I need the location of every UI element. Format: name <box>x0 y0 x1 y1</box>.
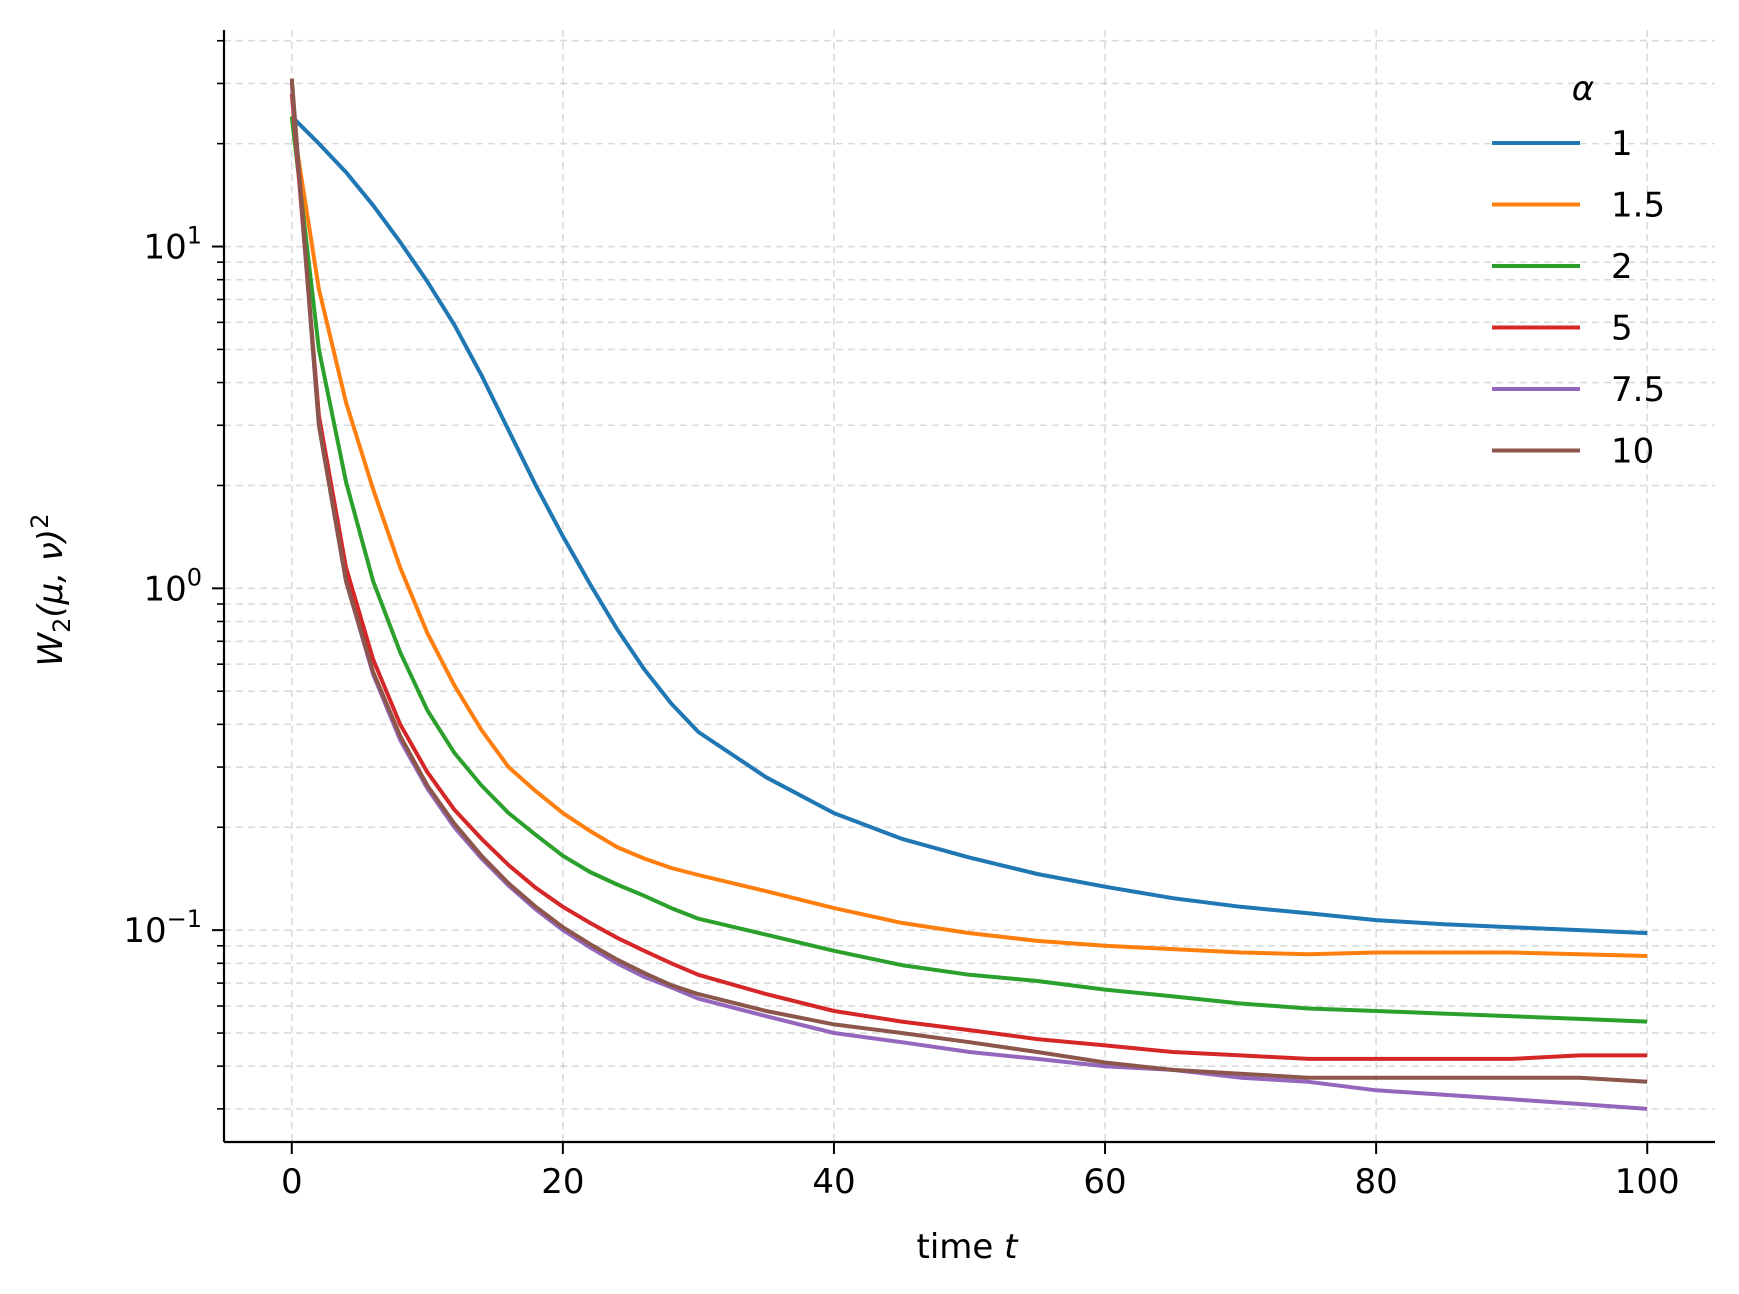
x-tick-label: 60 <box>1083 1162 1126 1202</box>
y-tick-label: 101 <box>143 222 202 268</box>
x-tick-label: 20 <box>541 1162 584 1202</box>
legend-label: 5 <box>1611 309 1633 349</box>
y-ticks: 10−1 100 101 <box>123 39 224 1110</box>
series-line-alpha-1 <box>290 115 1648 936</box>
x-tick-label: 80 <box>1355 1162 1398 1202</box>
x-tick-label: 0 <box>281 1162 303 1202</box>
series-lines <box>289 78 1648 1111</box>
y-tick-label: 100 <box>143 563 202 609</box>
series-line-alpha-5 <box>289 93 1648 1061</box>
legend-label: 1.5 <box>1611 186 1665 226</box>
series-line-alpha-10 <box>289 78 1648 1084</box>
axes <box>222 30 1715 1144</box>
legend-label: 7.5 <box>1611 370 1665 410</box>
legend-title: α <box>1572 69 1594 109</box>
legend: α 1 1.5 2 5 7.5 10 <box>1492 69 1665 472</box>
series-line-alpha-1-5 <box>289 116 1648 958</box>
legend-label: 10 <box>1611 432 1654 472</box>
legend-label: 2 <box>1611 247 1633 287</box>
series-line-alpha-2 <box>289 116 1648 1024</box>
grid <box>224 30 1715 1142</box>
x-tick-label: 40 <box>812 1162 855 1202</box>
legend-label: 1 <box>1611 124 1633 164</box>
y-tick-label: 10−1 <box>123 905 202 951</box>
y-axis-label: W2(μ, ν)2 <box>26 514 76 667</box>
x-ticks: 0 20 40 60 80 100 <box>281 1142 1680 1202</box>
x-axis-label: time t <box>917 1227 1020 1267</box>
x-tick-label: 100 <box>1615 1162 1680 1202</box>
